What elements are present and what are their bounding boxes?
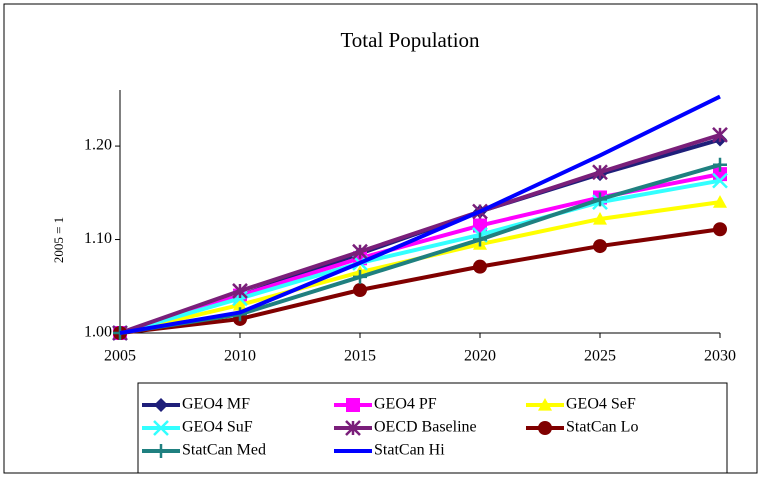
y-tick-label: 1.00 — [84, 324, 112, 341]
marker — [538, 421, 552, 435]
x-tick-label: 2030 — [704, 348, 736, 365]
marker — [473, 218, 487, 233]
y-tick-label: 1.20 — [84, 137, 112, 154]
marker — [713, 195, 727, 208]
marker — [713, 157, 727, 172]
legend-box — [137, 382, 728, 474]
y-tick-label: 1.10 — [84, 230, 112, 247]
legend-label: StatCan Med — [182, 442, 266, 459]
marker — [353, 269, 367, 284]
legend-label: GEO4 MF — [182, 396, 250, 413]
x-tick-label: 2015 — [344, 348, 376, 365]
series-line — [119, 200, 721, 335]
series-line — [119, 132, 721, 335]
x-tick-label: 2005 — [104, 348, 136, 365]
marker — [713, 222, 727, 237]
legend-label: StatCan Hi — [374, 442, 445, 459]
marker — [473, 232, 487, 247]
series-line — [119, 227, 721, 335]
chart-title: Total Population — [340, 28, 480, 52]
marker — [473, 259, 487, 274]
marker — [712, 126, 728, 143]
marker — [593, 192, 607, 207]
legend-label: StatCan Lo — [566, 419, 638, 436]
legend-label: GEO4 SuF — [182, 419, 253, 436]
marker — [593, 211, 607, 225]
marker — [345, 420, 361, 436]
marker — [712, 172, 728, 189]
x-tick-label: 2010 — [224, 348, 256, 365]
marker — [232, 283, 248, 299]
marker — [538, 398, 552, 411]
legend-label: GEO4 PF — [374, 396, 437, 413]
marker — [154, 398, 168, 412]
marker — [153, 420, 169, 436]
series-line — [119, 178, 721, 335]
marker — [154, 444, 168, 458]
marker — [233, 297, 247, 311]
legend-label: GEO4 SeF — [566, 396, 636, 413]
marker — [353, 283, 367, 298]
x-tick-label: 2025 — [584, 348, 616, 365]
legend-label: OECD Baseline — [374, 419, 477, 436]
marker — [346, 398, 360, 412]
marker — [592, 164, 608, 181]
marker — [593, 239, 607, 254]
series-line — [119, 94, 721, 335]
y-axis-label: 2005 = 1 — [51, 217, 66, 263]
marker — [352, 243, 368, 260]
x-tick-label: 2020 — [464, 348, 496, 365]
